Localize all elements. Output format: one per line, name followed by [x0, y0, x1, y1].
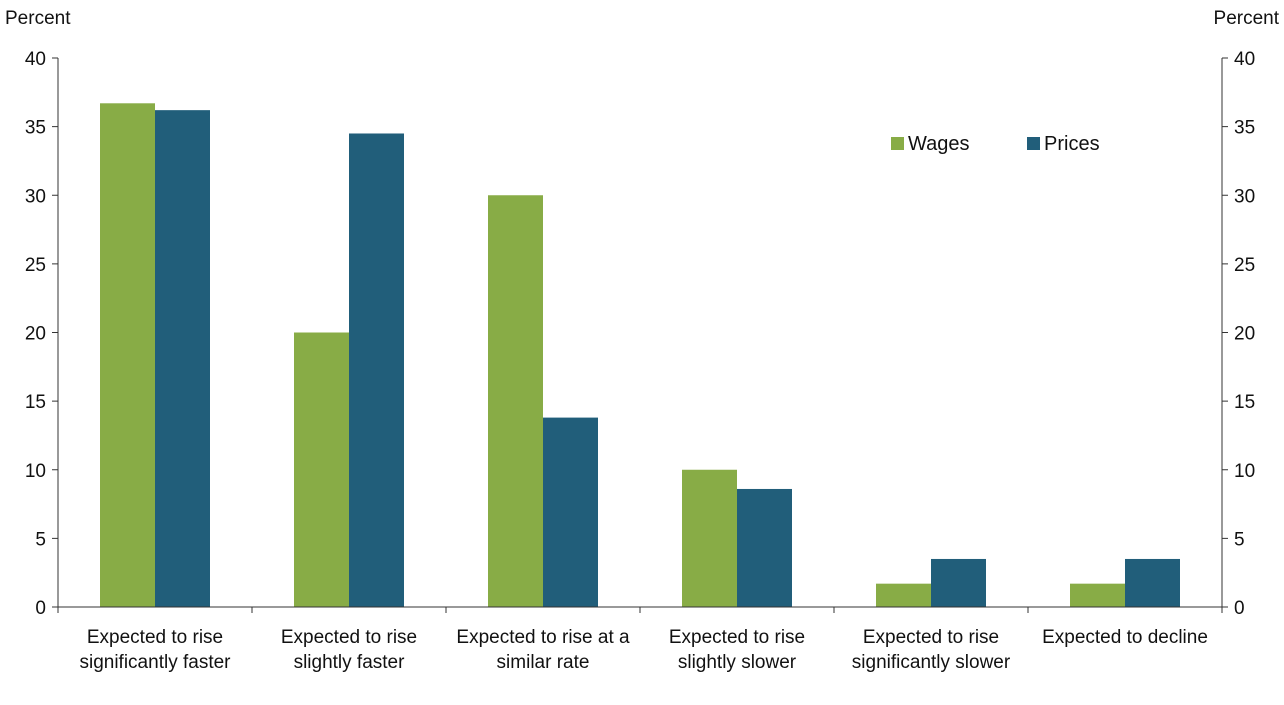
x-category-label-1: Expected to rise slightly faster [280, 627, 418, 673]
bar-prices-5 [1125, 558, 1180, 607]
y-tick-label-right-40: 40 [1234, 49, 1255, 70]
bar-prices-4 [931, 558, 986, 607]
legend-label-wages: Wages [908, 133, 970, 155]
axes-layer: 0 0 5 5 10 10 15 15 20 20 25 25 30 30 35 35 40 40 [25, 49, 1255, 619]
bar-prices-0 [155, 110, 210, 607]
legend-swatch-prices [1027, 137, 1040, 150]
y-tick-label-left-15: 15 [25, 392, 46, 413]
y-tick-label-left-25: 25 [25, 255, 46, 276]
y-tick-label-left-40: 40 [25, 49, 46, 70]
y-tick-label-left-35: 35 [25, 118, 46, 139]
bar-wages-1 [294, 332, 349, 607]
y-tick-label-left-20: 20 [25, 324, 46, 345]
y-tick-label-right-25: 25 [1234, 255, 1255, 276]
y-axis-unit-left: Percent [5, 8, 71, 29]
y-tick-label-right-30: 30 [1234, 186, 1255, 207]
y-tick-label-left-5: 5 [35, 529, 46, 550]
legend: Wages Prices [891, 133, 1100, 155]
x-category-label-0: Expected to rise significantly faster [79, 627, 231, 673]
bar-prices-3 [737, 488, 792, 607]
y-tick-label-right-20: 20 [1234, 324, 1255, 345]
x-category-label-5: Expected to decline [1042, 627, 1208, 648]
y-tick-label-right-10: 10 [1234, 461, 1255, 482]
y-tick-label-left-10: 10 [25, 461, 46, 482]
y-axis-unit-right: Percent [1213, 8, 1279, 29]
x-category-label-2: Expected to rise at a similar rate [456, 627, 630, 673]
bar-wages-3 [682, 469, 737, 607]
bar-prices-1 [349, 133, 404, 608]
x-category-label-3: Expected to rise slightly slower [668, 627, 806, 673]
y-tick-label-right-0: 0 [1234, 598, 1245, 619]
legend-swatch-wages [891, 137, 904, 150]
bar-wages-0 [100, 103, 155, 607]
bars-layer [100, 103, 1180, 608]
y-tick-label-left-0: 0 [35, 598, 46, 619]
y-tick-label-right-15: 15 [1234, 392, 1255, 413]
y-tick-label-right-5: 5 [1234, 529, 1245, 550]
bar-prices-2 [543, 417, 598, 607]
bar-wages-2 [488, 195, 543, 607]
bar-wages-5 [1070, 583, 1125, 607]
bar-wages-4 [876, 583, 931, 607]
y-tick-label-left-30: 30 [25, 186, 46, 207]
legend-label-prices: Prices [1044, 133, 1100, 155]
x-category-label-4: Expected to rise significantly slower [851, 627, 1011, 673]
y-tick-label-right-35: 35 [1234, 118, 1255, 139]
